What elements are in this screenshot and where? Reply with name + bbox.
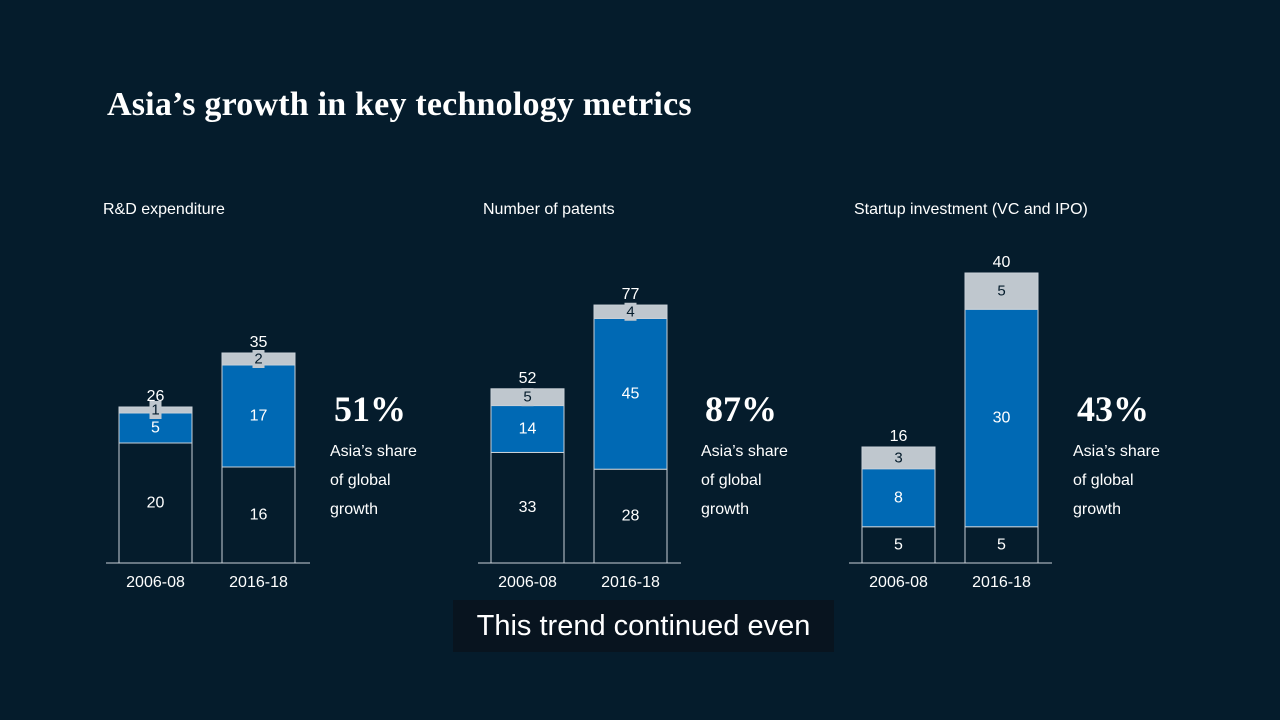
- highlight-description-line: Asia’s share: [701, 443, 788, 460]
- bar-segment-top: [964, 272, 1039, 310]
- segment-value-label: 5: [523, 389, 531, 406]
- highlight-percent: 51%: [334, 389, 406, 429]
- highlight-percent: 87%: [705, 389, 777, 429]
- segment-label-background: [252, 350, 265, 368]
- segment-label-background: [624, 302, 637, 321]
- bar-segment-bottom: [490, 451, 565, 564]
- x-tick-label: 2006-08: [498, 574, 557, 591]
- highlight-description-line: Asia’s share: [1073, 443, 1160, 460]
- bar-segment-bottom: [221, 466, 296, 564]
- segment-value-label: 20: [147, 495, 165, 512]
- video-caption: This trend continued even: [453, 600, 834, 652]
- x-tick-label: 2006-08: [126, 574, 185, 591]
- highlight-description-line: growth: [330, 501, 378, 518]
- highlight-description-line: of global: [701, 472, 762, 489]
- segment-value-label: 4: [626, 303, 634, 320]
- bar-segment-middle: [221, 364, 296, 468]
- segment-value-label: 5: [997, 536, 1006, 553]
- bar-segment-middle: [964, 308, 1039, 528]
- highlight-description-line: of global: [1073, 472, 1134, 489]
- segment-value-label: 5: [151, 420, 160, 437]
- page-title: Asia’s growth in key technology metrics: [107, 86, 692, 123]
- segment-label-background: [521, 388, 534, 407]
- bar-total-label: 52: [519, 370, 537, 387]
- bar-total-label: 40: [993, 254, 1011, 271]
- segment-label-background: [149, 401, 162, 419]
- x-tick-label: 2016-18: [229, 574, 288, 591]
- x-tick-label: 2016-18: [972, 574, 1031, 591]
- highlight-description-line: Asia’s share: [330, 443, 417, 460]
- highlight-description-line: growth: [1073, 501, 1121, 518]
- bar-segment-bottom: [964, 526, 1039, 564]
- bar-total-label: 16: [890, 428, 908, 445]
- segment-value-label: 2: [254, 351, 262, 368]
- bar-segment-bottom: [118, 442, 193, 564]
- bar-segment-bottom: [593, 468, 668, 564]
- bar-total-label: 77: [622, 286, 640, 303]
- highlight-percent: 43%: [1077, 389, 1149, 429]
- bar-segment-middle: [861, 468, 936, 528]
- segment-value-label: 14: [519, 421, 537, 438]
- segment-value-label: 1: [151, 402, 159, 419]
- segment-value-label: 30: [993, 410, 1011, 427]
- segment-value-label: 28: [622, 508, 640, 525]
- x-tick-label: 2006-08: [869, 574, 928, 591]
- segment-value-label: 45: [622, 385, 640, 402]
- highlight-description-line: growth: [701, 501, 749, 518]
- chart-title: R&D expenditure: [103, 201, 225, 218]
- segment-value-label: 17: [250, 408, 268, 425]
- bar-total-label: 26: [147, 388, 165, 405]
- bar-segment-middle: [593, 317, 668, 470]
- bar-total-label: 35: [250, 334, 268, 351]
- segment-value-label: 5: [894, 536, 903, 553]
- segment-value-label: 3: [894, 449, 902, 466]
- segment-value-label: 33: [519, 499, 537, 516]
- bar-segment-top: [861, 446, 936, 470]
- highlight-description-line: of global: [330, 472, 391, 489]
- segment-value-label: 8: [894, 489, 903, 506]
- chart-title: Startup investment (VC and IPO): [854, 201, 1088, 218]
- chart-title: Number of patents: [483, 201, 615, 218]
- segment-value-label: 5: [997, 283, 1005, 300]
- x-tick-label: 2016-18: [601, 574, 660, 591]
- segment-value-label: 16: [250, 507, 268, 524]
